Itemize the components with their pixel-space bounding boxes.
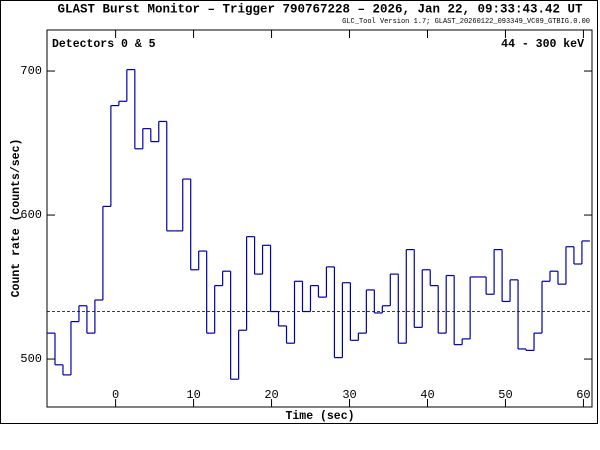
chart-subtitle: GLC_Tool Version 1.7; GLAST_20260122_093… — [342, 18, 590, 26]
annotation: 44 - 300 keV — [501, 38, 584, 51]
annotation: Detectors 0 & 5 — [52, 38, 156, 51]
y-tick-label: 700 — [20, 64, 42, 78]
x-tick-label: 10 — [186, 388, 200, 402]
outer-frame — [0, 0, 598, 424]
y-tick-label: 600 — [20, 208, 42, 222]
x-tick-label: 0 — [112, 388, 119, 402]
chart-title: GLAST Burst Monitor – Trigger 790767228 … — [57, 2, 583, 16]
x-tick-label: 40 — [420, 388, 434, 402]
x-tick-label: 20 — [264, 388, 278, 402]
x-axis-label: Time (sec) — [285, 410, 354, 423]
x-tick-label: 30 — [342, 388, 356, 402]
y-axis-label: Count rate (counts/sec) — [10, 139, 23, 298]
x-tick-label: 60 — [576, 388, 590, 402]
y-tick-label: 500 — [20, 352, 42, 366]
plot-frame — [46, 29, 593, 408]
x-tick-label: 50 — [498, 388, 512, 402]
